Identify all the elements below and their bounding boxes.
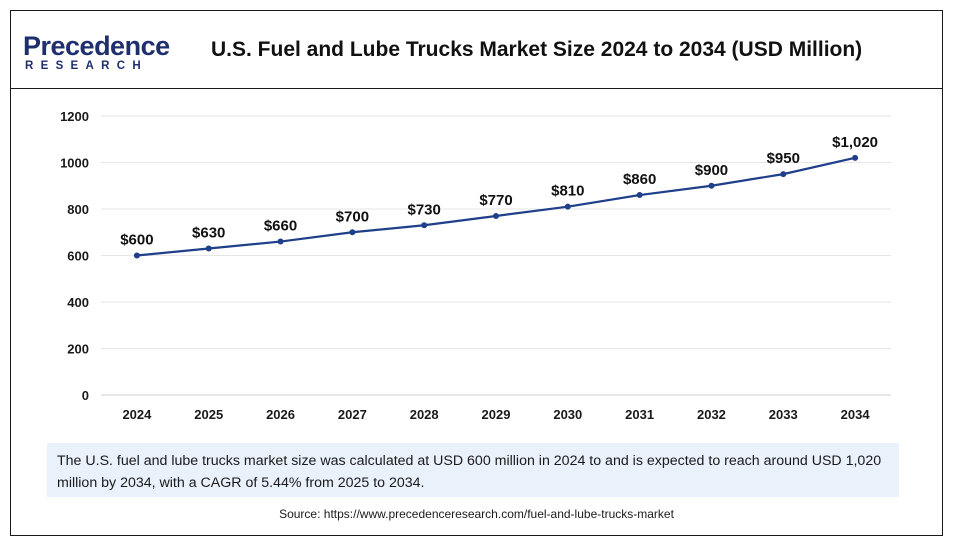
data-point-2032 bbox=[708, 182, 715, 189]
x-tick-label-2031: 2031 bbox=[625, 407, 654, 422]
logo-wordmark: Precedence bbox=[23, 31, 170, 61]
data-point-2025 bbox=[205, 245, 212, 252]
y-tick-label-800: 800 bbox=[67, 202, 89, 217]
data-label-2028: $730 bbox=[407, 201, 440, 218]
source-citation: Source: https://www.precedenceresearch.c… bbox=[279, 507, 674, 521]
data-label-2029: $770 bbox=[479, 192, 512, 209]
y-tick-label-400: 400 bbox=[67, 295, 89, 310]
gridlines bbox=[101, 115, 891, 349]
x-tick-label-2034: 2034 bbox=[841, 407, 871, 422]
line-chart: 0 200 400 600 800 1000 1200 2024 2025 2026 2027 202… bbox=[60, 109, 891, 422]
axes: 0 200 400 600 800 1000 1200 2024 2025 2026 2027 202… bbox=[60, 109, 891, 422]
y-tick-label-0: 0 bbox=[82, 388, 89, 403]
data-point-2030 bbox=[564, 203, 571, 210]
x-tick-label-2027: 2027 bbox=[338, 407, 367, 422]
x-tick-label-2026: 2026 bbox=[266, 407, 295, 422]
data-label-2031: $860 bbox=[623, 171, 656, 188]
data-point-2031 bbox=[636, 192, 643, 199]
series-market-size bbox=[133, 154, 859, 259]
y-tick-label-600: 600 bbox=[67, 249, 89, 264]
y-tick-label-1000: 1000 bbox=[60, 156, 89, 171]
precedence-research-logo: Precedence RESEARCH bbox=[23, 31, 173, 75]
x-tick-label-2028: 2028 bbox=[410, 407, 439, 422]
y-tick-label-1200: 1200 bbox=[60, 109, 89, 124]
data-label-2025: $630 bbox=[192, 225, 225, 242]
data-label-2030: $810 bbox=[551, 183, 584, 200]
data-label-2027: $700 bbox=[336, 208, 369, 225]
header: Precedence RESEARCH U.S. Fuel and Lube T… bbox=[11, 11, 942, 89]
data-label-2024: $600 bbox=[120, 232, 153, 249]
data-point-2034 bbox=[852, 154, 859, 161]
data-label-2033: $950 bbox=[767, 150, 800, 167]
x-tick-label-2025: 2025 bbox=[194, 407, 223, 422]
data-point-2027 bbox=[349, 229, 356, 236]
data-label-2034: $1,020 bbox=[832, 134, 878, 151]
x-tick-label-2032: 2032 bbox=[697, 407, 726, 422]
y-tick-label-200: 200 bbox=[67, 342, 89, 357]
x-tick-label-2030: 2030 bbox=[553, 407, 582, 422]
data-point-2033 bbox=[780, 171, 787, 178]
x-tick-label-2033: 2033 bbox=[769, 407, 798, 422]
data-point-2028 bbox=[421, 222, 428, 229]
data-label-2032: $900 bbox=[695, 162, 728, 179]
x-tick-label-2029: 2029 bbox=[482, 407, 511, 422]
data-labels: $600 $630 $660 $700 $730 $770 $810 $860 $900 $950… bbox=[120, 134, 878, 249]
data-point-2024 bbox=[133, 252, 140, 259]
data-point-2026 bbox=[277, 238, 284, 245]
data-label-2026: $660 bbox=[264, 218, 297, 235]
logo-subtitle: RESEARCH bbox=[25, 60, 148, 72]
data-point-2029 bbox=[493, 212, 499, 219]
chart-title: U.S. Fuel and Lube Trucks Market Size 20… bbox=[211, 38, 863, 61]
summary-note: The U.S. fuel and lube trucks market siz… bbox=[47, 443, 899, 497]
x-tick-label-2024: 2024 bbox=[122, 407, 152, 422]
infographic-frame: Precedence RESEARCH U.S. Fuel and Lube T… bbox=[10, 10, 943, 536]
